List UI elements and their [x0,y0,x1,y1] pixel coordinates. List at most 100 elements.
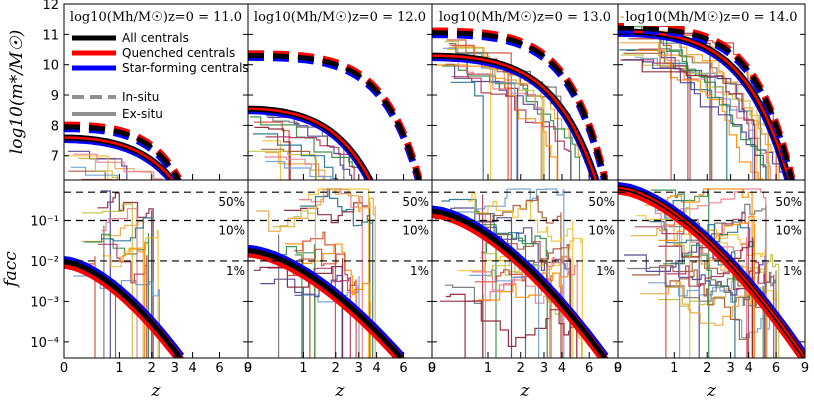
legend-label: Star-forming centrals [122,61,249,75]
individual-track [97,192,154,358]
series-quenched-facc-core [618,186,805,358]
x-tick-label: 3 [355,361,363,376]
individual-track [444,40,543,180]
individual-track [248,150,318,180]
individual-track [440,300,578,358]
individual-track [644,188,753,358]
individual-track [101,206,138,358]
individual-track [73,153,163,180]
reference-label: 50% [218,195,245,209]
panel-title: log10(Mh/M☉)z=0 = 12.0 [254,10,426,25]
individual-track [264,156,324,180]
legend-style-label: Ex-situ [122,107,163,121]
y-bottom-axis-title: facc [1,251,21,289]
panel-title-bg [254,6,426,26]
panel-title: log10(Mh/M☉)z=0 = 13.0 [439,10,611,25]
x-tick-label: 2 [148,361,156,376]
individual-track [254,121,290,180]
series-all-insitu [248,53,422,180]
y-top-tick-label: 7 [51,150,59,165]
individual-track [252,133,338,180]
reference-label: 10% [775,223,802,237]
x-tick-label: 6 [399,361,407,376]
individual-track [82,203,133,358]
x-tick-label: 1 [484,361,492,376]
individual-track [78,157,152,180]
x-tick-label: 1 [299,361,307,376]
bottom-panel-4-curves [618,181,805,358]
reference-label: 50% [588,195,615,209]
x-axis-title: z [706,381,717,401]
individual-track [441,198,527,358]
panel-title: log10(Mh/M☉)z=0 = 14.0 [625,10,797,25]
panel-title-bg [70,6,242,26]
x-tick-label: 9 [244,361,252,376]
reference-label: 1% [596,264,615,278]
individual-track [624,254,766,358]
y-bottom-tick-label: 10⁻³ [30,295,59,310]
individual-track [262,140,282,180]
series-all-insitu [618,25,795,180]
x-tick-label: 9 [801,361,809,376]
individual-track [634,212,749,358]
x-tick-label: 2 [703,361,711,376]
reference-label: 10% [588,223,615,237]
bottom-panel-3-curves [432,188,609,358]
individual-track [100,210,153,358]
series-starforming-insitu [248,53,423,180]
individual-track [658,254,780,358]
reference-label: 1% [226,264,245,278]
individual-track [668,203,767,358]
x-tick-label: 2 [517,361,525,376]
x-axis-title: z [335,381,346,401]
x-tick-label: 6 [215,361,223,376]
individual-track [260,278,304,358]
individual-track [450,81,484,180]
series-all-insitu [64,124,181,180]
individual-track [637,23,767,180]
bottom-panel-2-curves [248,188,405,358]
individual-track [265,160,332,180]
x-tick-label: 3 [171,361,179,376]
x-tick-label: 2 [332,361,340,376]
individual-track [74,186,163,254]
y-top-axis-title: log10(m*/M☉) [7,30,27,154]
individual-track [665,269,749,358]
x-tick-label: 9 [428,361,436,376]
individual-track [639,48,771,180]
y-top-tick-label: 10 [42,59,59,74]
individual-track [68,170,128,180]
series-quenched-exsitu [64,136,174,180]
individual-track [303,188,370,358]
individual-track [254,126,291,180]
series-quenched-exsitu [432,54,597,180]
individual-track [445,293,466,358]
x-tick-label: 6 [585,361,593,376]
individual-track [435,64,558,180]
individual-track [620,59,756,180]
individual-track [487,261,551,358]
individual-track [81,158,118,180]
top-panel-1-curves [64,121,182,254]
individual-track [451,76,572,180]
top-panel-3-curves [432,27,609,180]
individual-track [110,241,146,358]
top-panel-2-curves [248,50,423,180]
individual-track [631,188,767,358]
panel-title-bg [624,6,799,26]
reference-label: 10% [402,223,429,237]
x-tick-label: 4 [558,361,566,376]
individual-track [480,195,562,358]
bottom-panel-frame [617,179,806,359]
individual-track [256,188,376,358]
individual-track [658,215,755,358]
x-tick-label: 4 [372,361,380,376]
y-top-tick-label: 9 [51,89,59,104]
x-axis-title: z [151,381,162,401]
individual-track [666,261,775,358]
y-bottom-tick-label: 10⁻¹ [30,214,59,229]
reference-label: 1% [410,264,429,278]
x-tick-label: 3 [540,361,548,376]
individual-track [97,243,148,358]
